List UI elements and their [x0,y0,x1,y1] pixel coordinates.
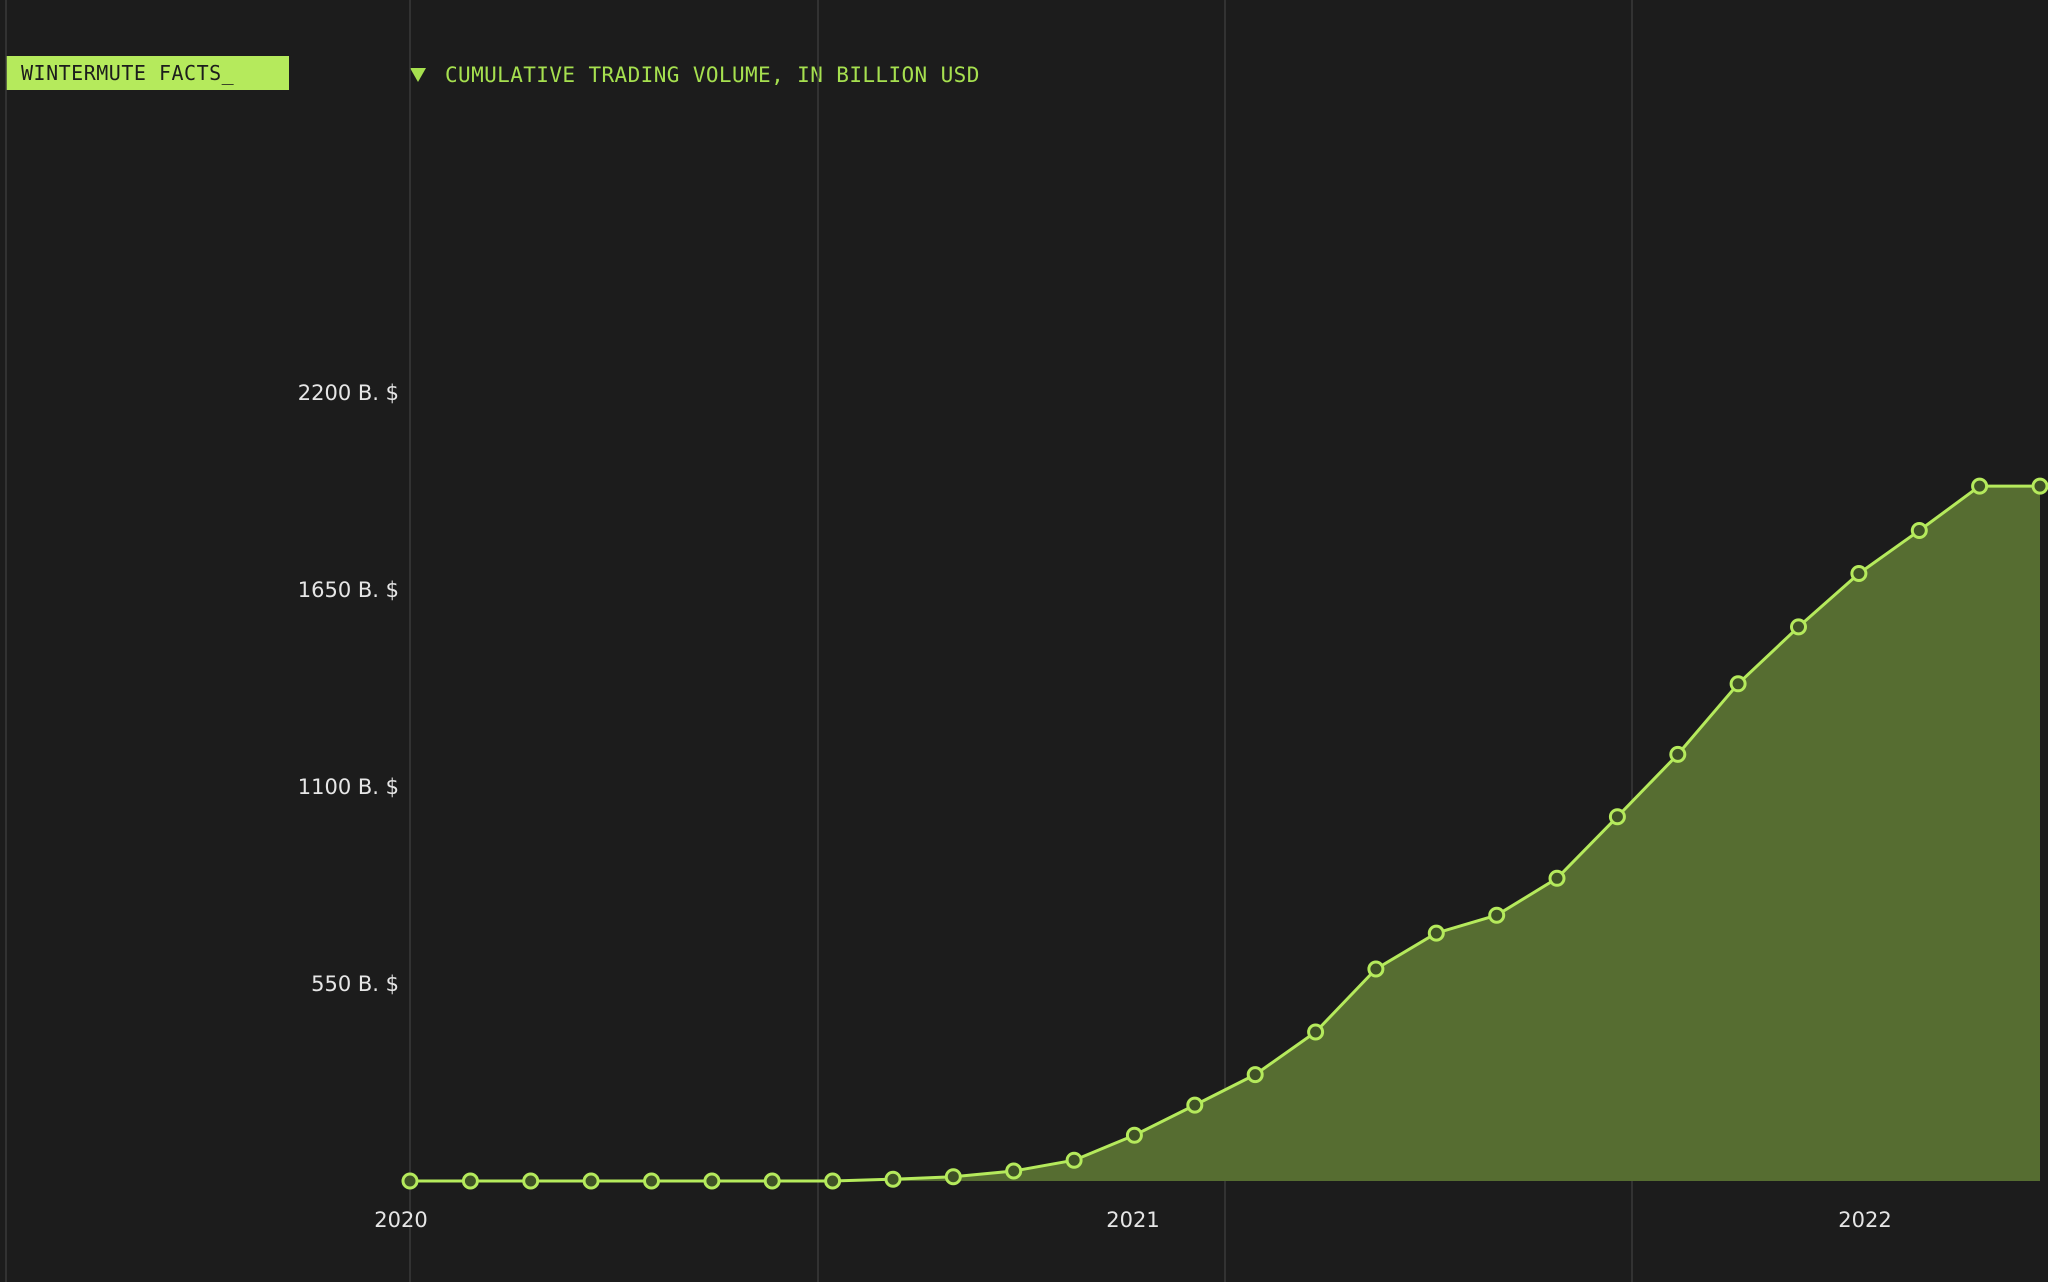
data-points [401,477,2048,1190]
data-point-2020-03 [522,1172,540,1190]
data-point-2020-07 [763,1172,781,1190]
data-point-2021-09 [1608,808,1626,826]
data-point-2020-08 [824,1172,842,1190]
data-point-2020-09 [884,1170,902,1188]
data-point-2021-11 [1729,675,1747,693]
data-point-2022-01 [1850,565,1868,582]
y-axis-ticks: 550 B. $ 1100 B. $ 1650 B. $ 2200 B. $ [298,381,399,996]
data-point-2022-03 [1971,477,1989,495]
area-series [410,486,2040,1182]
x-axis-ticks: 2020 2021 2022 [374,1208,1891,1232]
brand-badge[interactable]: WINTERMUTE FACTS_ [6,56,289,90]
data-point-2021-04 [1307,1023,1325,1041]
data-point-2021-07 [1488,906,1506,924]
y-tick-label: 1100 B. $ [298,775,399,799]
x-tick-label: 2021 [1106,1208,1159,1232]
data-point-2022-04 [2031,477,2048,495]
data-point-2021-05 [1367,960,1385,978]
data-point-2020-01 [401,1172,419,1190]
y-tick-label: 2200 B. $ [298,381,399,405]
data-point-2021-02 [1186,1096,1204,1114]
data-point-2021-01 [1125,1126,1143,1144]
chart-legend[interactable]: CUMULATIVE TRADING VOLUME, IN BILLION US… [410,60,980,90]
data-point-2021-03 [1246,1066,1264,1084]
x-tick-label: 2022 [1838,1208,1891,1232]
line-series [410,484,2040,1183]
data-point-2021-12 [1790,618,1807,636]
x-tick-label: 2020 [374,1208,427,1232]
legend-label: CUMULATIVE TRADING VOLUME, IN BILLION US… [445,63,980,87]
y-tick-label: 550 B. $ [311,972,399,996]
data-point-2020-05 [643,1172,660,1190]
data-point-2021-10 [1669,745,1687,763]
data-point-2020-11 [1005,1162,1023,1180]
data-point-2021-06 [1427,924,1445,942]
data-point-2020-06 [703,1172,721,1190]
data-point-2020-04 [582,1172,600,1190]
data-point-2020-10 [944,1168,962,1186]
data-point-2021-08 [1548,869,1566,887]
area-fill [410,486,2040,1182]
data-point-2022-02 [1910,522,1928,539]
series-line [410,484,2040,1183]
data-point-2020-12 [1065,1151,1083,1169]
data-point-2020-02 [461,1172,479,1190]
triangle-down-icon [410,68,426,82]
y-tick-label: 1650 B. $ [298,578,399,602]
